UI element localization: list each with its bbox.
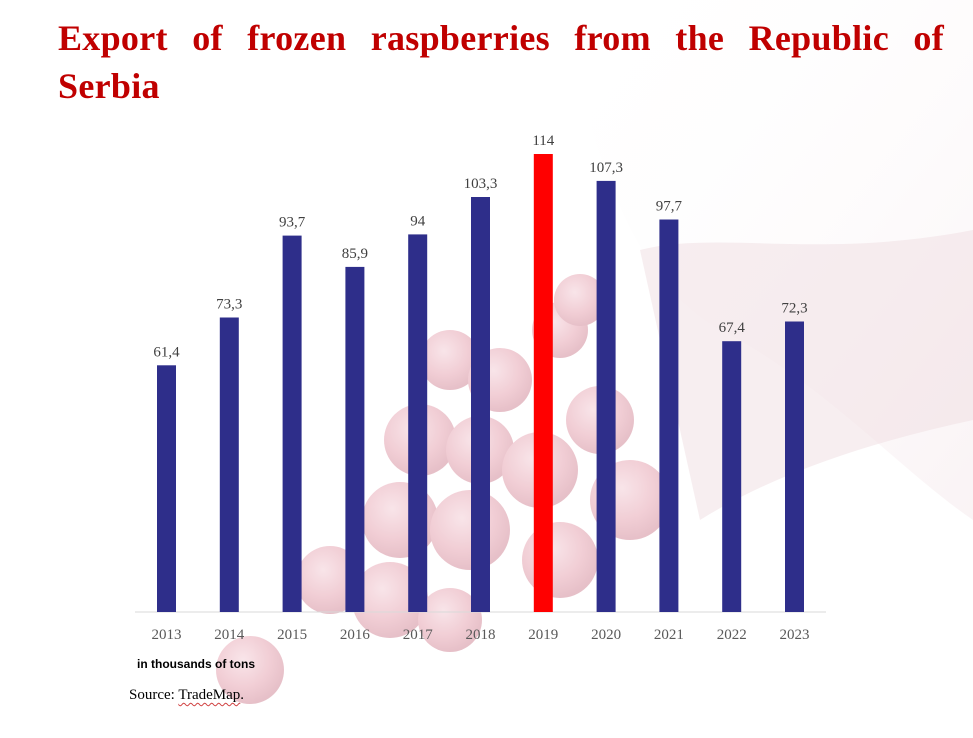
- x-tick-label-2021: 2021: [654, 627, 684, 643]
- data-label-2019: 114: [532, 133, 554, 149]
- data-label-2023: 72,3: [781, 301, 807, 317]
- bar-2016: [345, 266, 365, 612]
- source-prefix: Source:: [129, 687, 179, 703]
- bar-2018: [471, 197, 490, 612]
- x-tick-label-2019: 2019: [528, 627, 558, 643]
- bar-2022: [722, 341, 742, 612]
- x-tick-labels-group: 2013 2014 2015 2016 2017 2018 2019 2020 2021 2022…: [152, 627, 810, 643]
- bar-2015: [282, 235, 302, 612]
- x-tick-label-2018: 2018: [466, 627, 496, 643]
- bar-2019: [533, 154, 553, 612]
- bar-2021: [659, 219, 679, 612]
- bars-group: [157, 154, 804, 612]
- bar-2023: [785, 321, 804, 612]
- x-tick-label-2015: 2015: [277, 627, 307, 643]
- x-tick-label-2016: 2016: [340, 627, 371, 643]
- data-labels-group: 61,4 73,3 93,7 85,9 94 103,3 114 107,3 97,7 67,4 7…: [153, 133, 807, 360]
- source-name: TradeMap: [178, 687, 241, 703]
- data-label-2021: 97,7: [656, 199, 683, 215]
- x-tick-label-2017: 2017: [403, 627, 434, 643]
- data-label-2015: 93,7: [279, 215, 306, 231]
- x-tick-label-2014: 2014: [214, 627, 245, 643]
- data-label-2022: 67,4: [719, 320, 746, 336]
- data-label-2017: 94: [410, 213, 426, 229]
- source-suffix: .: [240, 687, 245, 703]
- data-label-2016: 85,9: [342, 246, 368, 262]
- x-tick-label-2023: 2023: [780, 627, 810, 643]
- data-label-2014: 73,3: [216, 297, 242, 313]
- bar-2014: [219, 317, 239, 612]
- data-label-2018: 103,3: [464, 176, 498, 192]
- bar-2013: [157, 365, 176, 612]
- chart-title: Export of frozen raspberries from the Re…: [58, 18, 944, 106]
- x-tick-label-2022: 2022: [717, 627, 747, 643]
- source-note: Source: TradeMap.: [129, 687, 244, 704]
- data-label-2020: 107,3: [589, 160, 623, 176]
- bar-2020: [596, 180, 616, 612]
- unit-note: in thousands of tons: [137, 657, 255, 671]
- x-tick-label-2013: 2013: [152, 627, 182, 643]
- x-tick-label-2020: 2020: [591, 627, 621, 643]
- bar-2017: [408, 234, 428, 612]
- data-label-2013: 61,4: [153, 344, 180, 360]
